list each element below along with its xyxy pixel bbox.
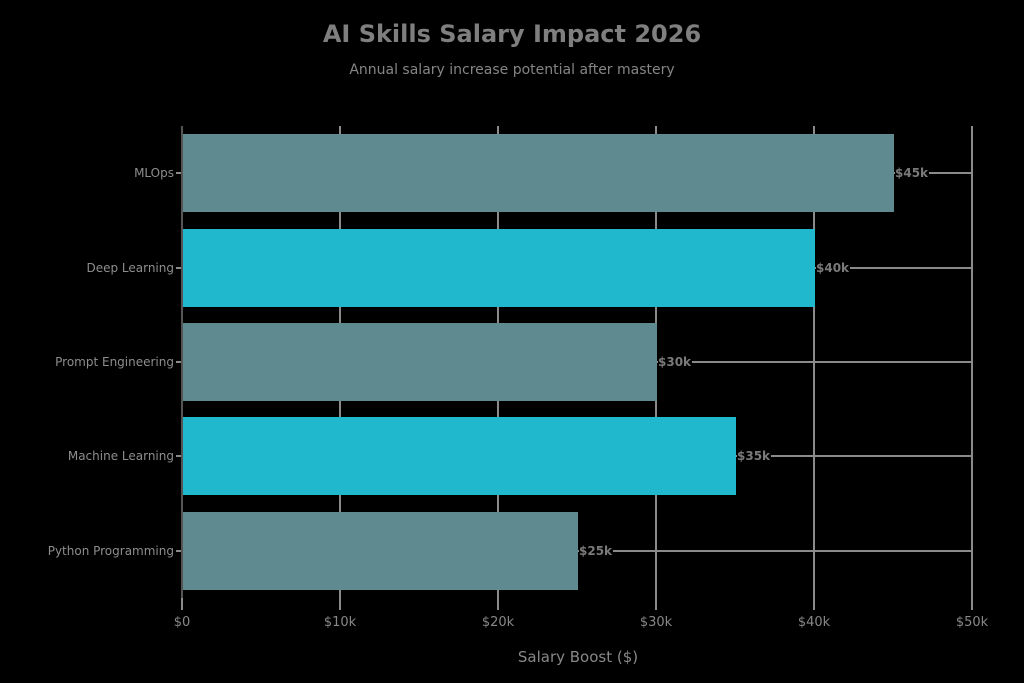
bar-python-programming[interactable]	[183, 511, 578, 590]
x-tick-label: $50k	[955, 615, 989, 630]
y-tick	[176, 266, 181, 269]
x-gridline	[971, 126, 973, 598]
bar-prompt-engineering[interactable]	[183, 323, 657, 401]
y-tick	[176, 172, 181, 175]
bar-value-label: $40k	[816, 260, 851, 275]
y-category-label: Python Programming	[47, 543, 174, 558]
y-axis-line	[181, 126, 183, 598]
y-tick	[176, 361, 181, 363]
x-axis-label: Salary Boost ($)	[517, 648, 639, 666]
x-tick	[497, 598, 499, 610]
bar-value-label: $45k	[895, 166, 930, 181]
x-tick-label: $40k	[797, 615, 831, 630]
x-tick	[181, 598, 183, 610]
x-tick	[339, 598, 341, 610]
chart-title: AI Skills Salary Impact 2026	[322, 20, 702, 48]
chart-subtitle: Annual salary increase potential after m…	[349, 62, 675, 78]
bar-deep-learning[interactable]	[183, 228, 815, 307]
bar-value-label: $25k	[579, 543, 614, 558]
bar-value-label: $35k	[737, 449, 772, 464]
x-tick-label: $10k	[323, 615, 357, 630]
x-tick	[655, 598, 657, 610]
y-category-label: MLOps	[134, 166, 174, 181]
plot-area: $45k $40k $30k $35k $25k	[181, 126, 973, 598]
x-tick-label: $30k	[639, 615, 673, 630]
x-tick-label: $0	[173, 615, 191, 630]
x-tick-label: $20k	[481, 615, 515, 630]
bar-machine-learning[interactable]	[183, 417, 736, 496]
y-tick	[176, 455, 181, 458]
x-tick	[813, 598, 815, 610]
x-tick	[971, 598, 973, 610]
bar-value-label: $30k	[658, 355, 693, 369]
y-tick	[176, 549, 181, 552]
bar-mlops[interactable]	[183, 134, 894, 213]
y-category-label: Deep Learning	[86, 260, 174, 275]
y-category-label: Machine Learning	[67, 449, 174, 464]
y-category-label: Prompt Engineering	[55, 355, 174, 369]
